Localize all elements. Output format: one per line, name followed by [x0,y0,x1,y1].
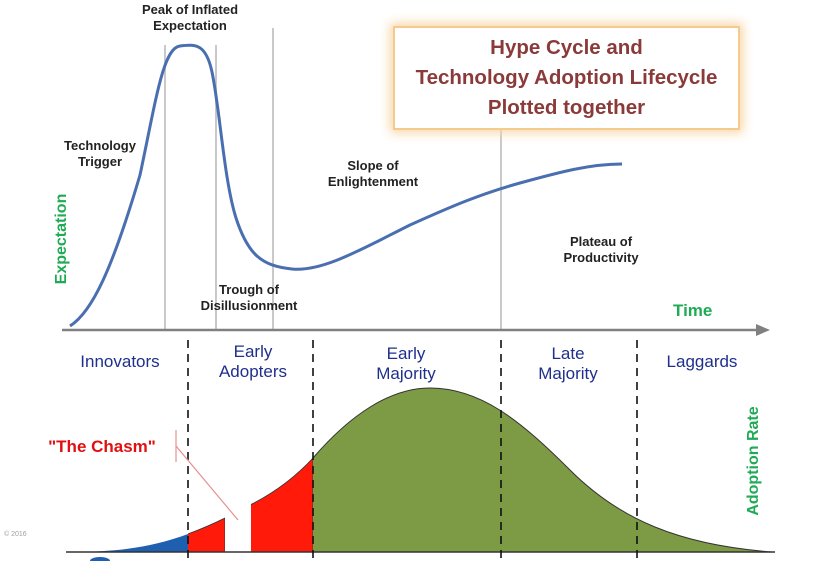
segment-early-adopters: Early Adopters [218,342,288,381]
bell-outline [312,387,773,553]
axis-label-time: Time [673,301,713,320]
label-technology-trigger: Technology Trigger [64,138,136,170]
segment-innovators: Innovators [80,352,160,371]
chasm-label: "The Chasm" [48,437,156,456]
axis-label-adoption-rate: Adoption Rate [745,406,762,516]
segment-laggards: Laggards [666,352,738,371]
chasm-pointer-line [175,445,239,521]
title-line-1: Hype Cycle and [490,36,643,60]
segment-late-majority: Late Majority [538,344,598,383]
title-line-3: Plotted together [487,95,646,119]
copyright-text: © 2016 [4,531,27,538]
chasm-right-area [251,457,313,553]
label-plateau: Plateau of Productivity [563,234,639,266]
early-adopters-area [188,517,225,553]
title-box: Hype Cycle and Technology Adoption Lifec… [393,26,740,130]
bottom-mark [90,557,110,561]
majority-laggards-area [313,388,772,552]
axis-label-expectation: Expectation [53,193,70,285]
title-line-2: Technology Adoption Lifecycle [415,66,718,90]
innovators-area [70,533,188,552]
hype-curve [69,43,623,328]
label-trough: Trough of Disillusionment [200,282,298,314]
label-slope: Slope of Enlightenment [327,158,419,190]
label-peak: Peak of Inflated Expectation [141,2,239,34]
segment-early-majority: Early Majority [376,344,436,383]
time-axis-arrow [756,324,770,336]
